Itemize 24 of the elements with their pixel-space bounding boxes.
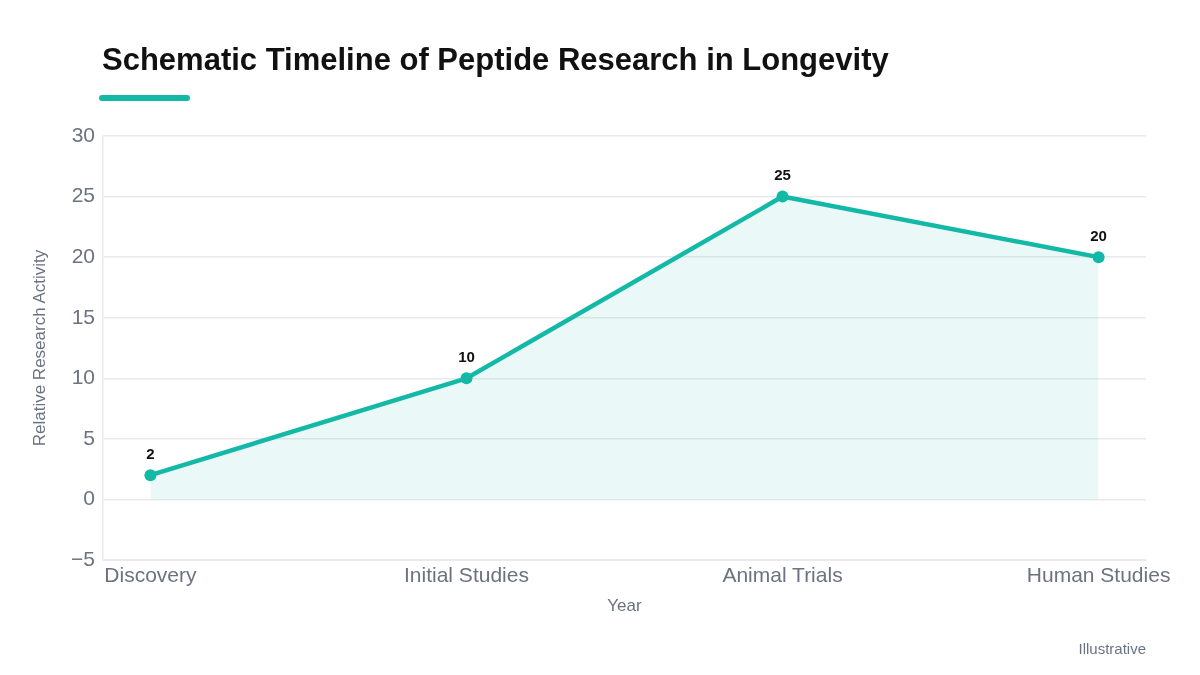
x-tick-label: Human Studies [1026, 563, 1171, 587]
point [1092, 251, 1105, 264]
data-label: 20 [1090, 226, 1107, 244]
y-tick-label: 30 [71, 122, 95, 146]
y-tick-label: 10 [71, 365, 95, 389]
y-axis-title: Relative Research Activity [29, 249, 49, 447]
x-axis-title: Year [607, 596, 643, 616]
x-tick-label: Animal Trials [722, 563, 843, 587]
data-label: 10 [458, 347, 475, 365]
point [776, 190, 789, 203]
data-label: 2 [146, 444, 155, 462]
y-tick-label: 20 [71, 243, 95, 267]
data-label: 25 [774, 166, 791, 184]
y-tick-label: −5 [71, 546, 95, 570]
point [144, 469, 157, 482]
text: Illustrative [1078, 640, 1146, 657]
y-tick-label: 0 [83, 486, 95, 510]
chart-title: Schematic Timeline of Peptide Research in Longevity [102, 41, 889, 79]
y-tick-label: 15 [71, 304, 95, 328]
y-tick-label: 5 [83, 425, 95, 449]
y-tick-label: 25 [71, 183, 95, 207]
x-tick-label: Discovery [104, 563, 197, 587]
x-tick-label: Initial Studies [404, 563, 529, 587]
point [460, 372, 473, 385]
